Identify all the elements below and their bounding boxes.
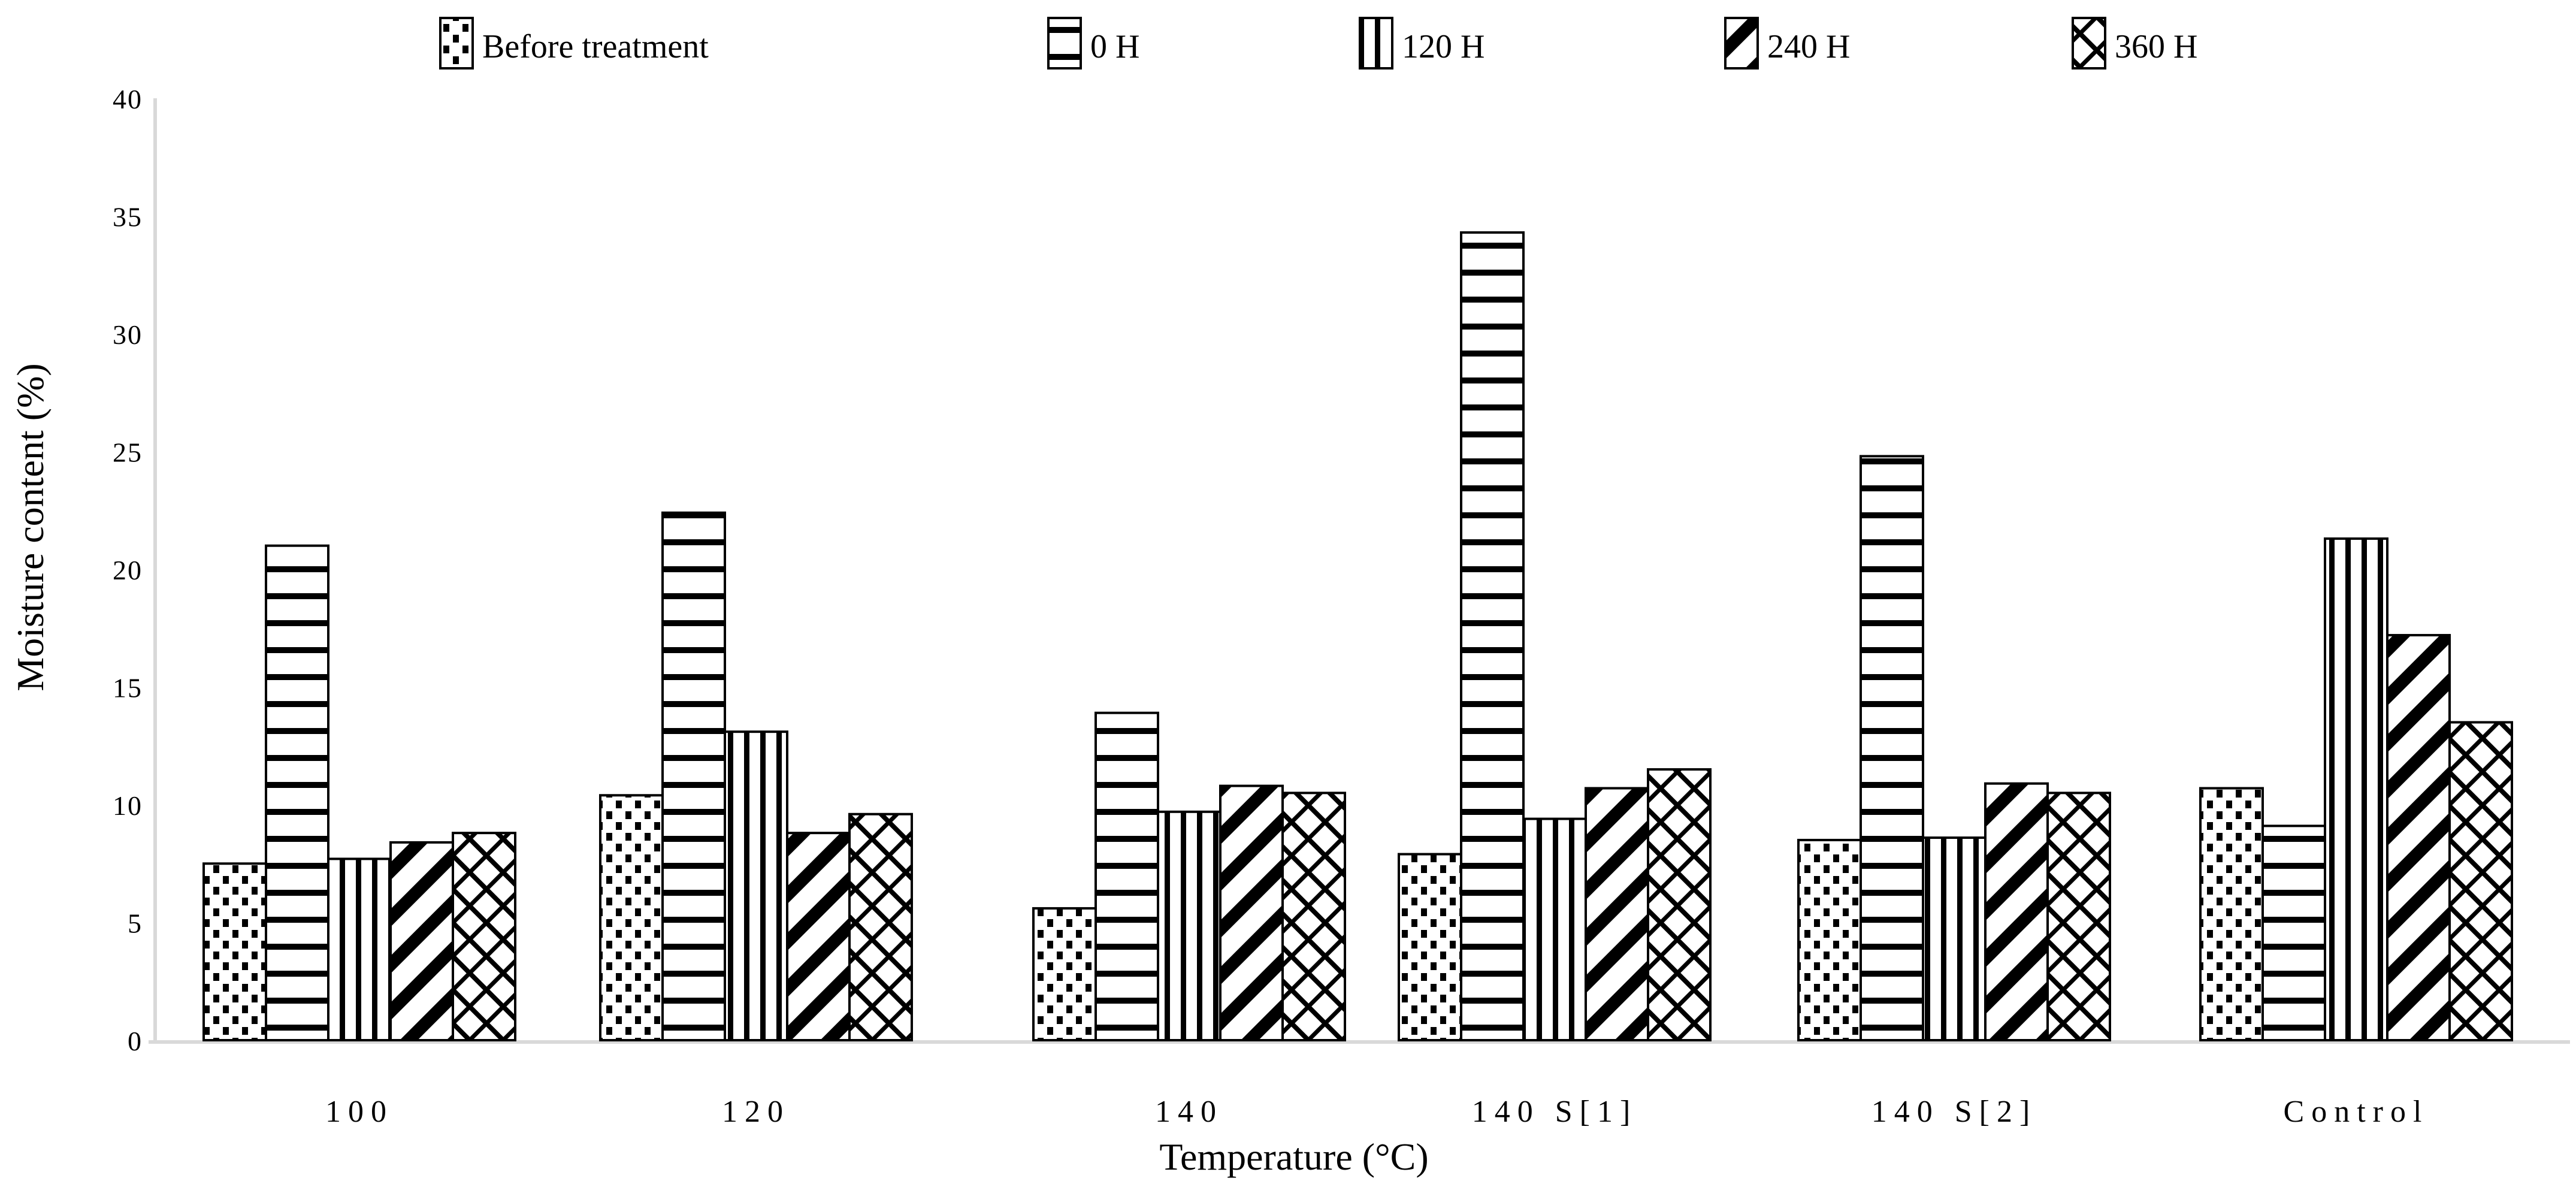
y-tick-label: 10: [113, 790, 143, 821]
bar: [2448, 721, 2513, 1041]
legend: Before treatment 0 H 120 H 240 H 360 H: [439, 17, 2197, 70]
bar: [599, 794, 664, 1042]
y-tick-labels: 0 5 10 15 20 25 30 35 40: [113, 84, 143, 1056]
legend-item: Before treatment: [439, 17, 709, 70]
y-tick-label: 0: [128, 1026, 143, 1056]
bar: [848, 813, 913, 1041]
bar: [661, 511, 726, 1041]
bar: [1398, 853, 1462, 1042]
bar: [1095, 711, 1159, 1041]
x-axis-title: Temperature (°C): [1159, 1135, 1428, 1178]
legend-item: 360 H: [2072, 17, 2197, 70]
legend-swatch: [2072, 17, 2106, 70]
bar: [452, 832, 516, 1042]
category-label: 140 S[2]: [1871, 1095, 2037, 1129]
bar: [2324, 537, 2388, 1041]
x-axis-line: [149, 1040, 2570, 1044]
category-label: 100: [325, 1095, 394, 1129]
bar: [1922, 836, 1987, 1042]
legend-swatch: [1047, 17, 1082, 70]
bar: [389, 841, 454, 1041]
category-label: 140 S[1]: [1472, 1095, 1638, 1129]
y-tick-label: 20: [113, 555, 143, 585]
axes: [149, 98, 2570, 1044]
legend-item: 240 H: [1724, 17, 1850, 70]
y-tick-label: 25: [113, 437, 143, 468]
bar: [1522, 817, 1587, 1041]
legend-swatch: [439, 17, 474, 70]
bar: [1860, 455, 1924, 1041]
y-tick-label: 15: [113, 673, 143, 703]
legend-label: 0 H: [1090, 28, 1139, 65]
legend-item: 0 H: [1047, 17, 1139, 70]
bar: [202, 862, 267, 1041]
category-label: 120: [722, 1095, 790, 1129]
legend-swatch: [1359, 17, 1393, 70]
bar: [786, 832, 851, 1042]
bar: [1032, 907, 1097, 1042]
bar: [2386, 634, 2451, 1042]
bars: [202, 231, 2513, 1042]
category-labels: 100 120 140 140 S[1] 140 S[2] Control: [325, 1095, 2429, 1129]
legend-item: 120 H: [1359, 17, 1484, 70]
bar: [1219, 784, 1284, 1042]
bar: [1281, 792, 1346, 1041]
bar: [327, 857, 392, 1041]
y-tick-label: 35: [113, 202, 143, 232]
category-label: 140: [1155, 1095, 1223, 1129]
legend-swatch: [1724, 17, 1759, 70]
y-tick-label: 40: [113, 84, 143, 114]
bar: [1585, 787, 1649, 1041]
legend-label: 120 H: [1402, 28, 1484, 65]
bar: [1647, 768, 1712, 1042]
bar: [265, 544, 329, 1041]
y-tick-label: 30: [113, 319, 143, 350]
y-tick-label: 5: [128, 908, 143, 939]
bar: [2261, 824, 2326, 1041]
y-axis-title: Moisture content (%): [9, 363, 52, 691]
legend-label: Before treatment: [482, 28, 709, 65]
bar: [724, 730, 788, 1042]
bar: [1984, 782, 2049, 1041]
bar: [2046, 792, 2111, 1041]
bar: [1460, 231, 1525, 1041]
bar: [1157, 810, 1222, 1042]
bar: [2199, 787, 2264, 1041]
y-axis-line: [153, 98, 157, 1044]
legend-label: 240 H: [1767, 28, 1850, 65]
bar: [1797, 838, 1862, 1041]
legend-label: 360 H: [2115, 28, 2197, 65]
category-label: Control: [2284, 1095, 2429, 1129]
